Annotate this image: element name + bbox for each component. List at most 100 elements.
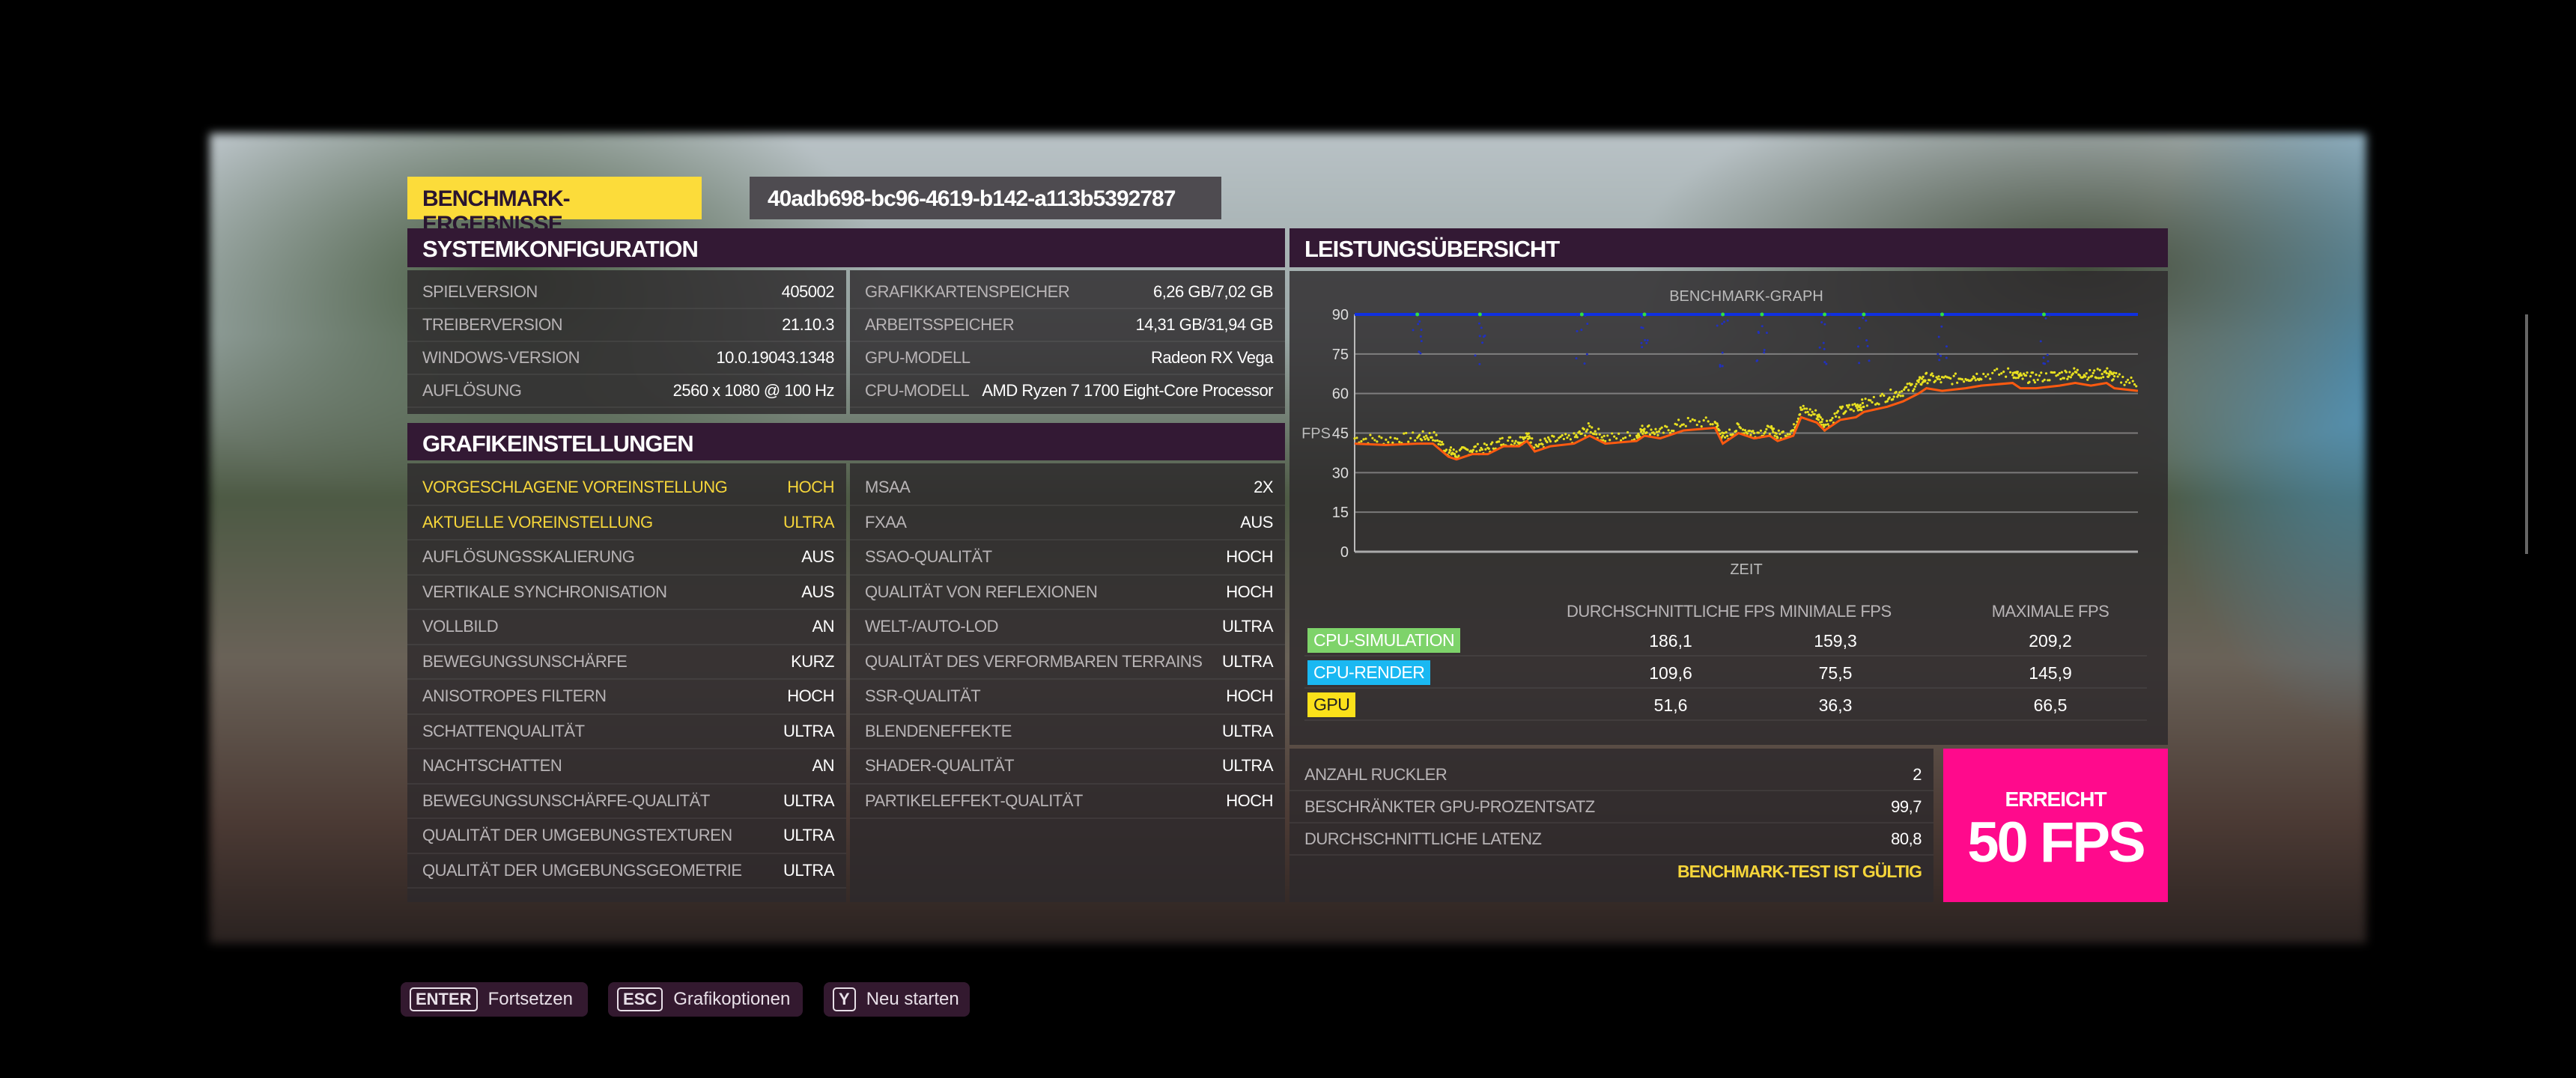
- gpu-sample-point: [1675, 423, 1678, 426]
- gpu-sample-point: [1792, 423, 1796, 426]
- gpu-sample-point: [1799, 406, 1802, 409]
- gpu-sample-point: [2075, 371, 2078, 374]
- setting-label: FXAA: [865, 512, 907, 532]
- gpu-sample-point: [1939, 381, 1942, 384]
- gpu-sample-point: [1765, 427, 1768, 430]
- gpu-sample-point: [2056, 374, 2059, 377]
- gpu-sample-point: [1823, 425, 1826, 428]
- gpu-sample-point: [1471, 451, 1474, 454]
- gpu-sample-point: [1757, 431, 1761, 434]
- setting-row: BEWEGUNGSUNSCHÄRFE KURZ: [407, 645, 846, 680]
- setting-label: WELT-/AUTO-LOD: [865, 617, 998, 636]
- gpu-sample-point: [1987, 373, 1990, 376]
- setting-value: 2560 x 1080 @ 100 Hz: [672, 381, 835, 400]
- gpu-sample-point: [1588, 424, 1591, 427]
- setting-label: QUALITÄT DES VERFORMBAREN TERRAINS: [865, 651, 1203, 671]
- cpu-sample-point: [1716, 324, 1719, 327]
- cpu-sample-point: [2046, 353, 2049, 356]
- gpu-sample-point: [2026, 371, 2029, 374]
- setting-label: VOLLBILD: [422, 617, 499, 636]
- setting-label: PARTIKELEFFEKT-QUALITÄT: [865, 791, 1083, 810]
- benchmark-id: 40adb698-bc96-4619-b142-a113b5392787: [750, 177, 1221, 219]
- gpu-sample-point: [1396, 437, 1399, 440]
- gpu-sample-point: [1722, 434, 1725, 437]
- gpu-sample-point: [2095, 377, 2098, 380]
- cpu-sample-point: [1823, 361, 1826, 364]
- setting-row: TREIBERVERSION 21.10.3: [407, 309, 846, 342]
- gpu-sample-point: [1426, 436, 1429, 439]
- stat-value-avg: 51,6: [1653, 695, 1688, 715]
- cpu-sample-point: [1576, 314, 1579, 317]
- setting-row: AKTUELLE VOREINSTELLUNG ULTRA: [407, 506, 846, 540]
- system-config-header: SYSTEMKONFIGURATION: [407, 228, 1285, 267]
- gpu-sample-point: [2069, 376, 2072, 379]
- gpu-sample-point: [2098, 368, 2101, 372]
- footer-button-esc[interactable]: ESC Grafikoptionen: [608, 982, 803, 1017]
- gpu-sample-point: [1659, 427, 1662, 430]
- gpu-sample-point: [2036, 378, 2039, 381]
- gpu-sample-point: [1820, 420, 1823, 424]
- cpu-sample-point: [1576, 329, 1579, 332]
- gpu-sample-point: [2044, 372, 2048, 375]
- cpu-sample-point: [1640, 341, 1643, 344]
- gpu-sample-point: [1951, 383, 1954, 386]
- gpu-sample-point: [1498, 437, 1501, 440]
- setting-value: ULTRA: [783, 721, 835, 740]
- stat-column-header: DURCHSCHNITTLICHE FPS: [1567, 602, 1775, 621]
- gpu-sample-point: [1613, 435, 1616, 438]
- gpu-sample-point: [1360, 439, 1363, 443]
- setting-label: GPU-MODELL: [865, 348, 970, 367]
- setting-value: ULTRA: [1222, 756, 1274, 776]
- system-config-left: SPIELVERSION 405002 TREIBERVERSION 21.10.3 W…: [407, 270, 846, 414]
- cpu-sample-point: [1757, 330, 1760, 333]
- gpu-sample-point: [1641, 424, 1644, 427]
- gpu-sample-point: [1845, 404, 1849, 407]
- gpu-sample-point: [1394, 436, 1397, 440]
- footer-button-label: Fortsetzen: [487, 989, 573, 1009]
- setting-row: VORGESCHLAGENE VOREINSTELLUNG HOCH: [407, 471, 846, 506]
- cpu-sample-point: [1763, 351, 1766, 354]
- setting-row: QUALITÄT DER UMGEBUNGSTEXTUREN ULTRA: [407, 819, 846, 854]
- setting-label: ANISOTROPES FILTERN: [422, 686, 607, 706]
- cpu-sample-point: [2048, 314, 2051, 317]
- gpu-sample-point: [1418, 433, 1421, 436]
- setting-row: QUALITÄT DES VERFORMBAREN TERRAINS ULTRA: [850, 645, 1285, 680]
- gpu-sample-point: [2067, 375, 2070, 378]
- gpu-sample-point: [1573, 432, 1576, 435]
- cpu-sample-point: [1721, 365, 1724, 368]
- gpu-sample-point: [1971, 377, 1974, 380]
- gpu-sample-point: [1734, 430, 1738, 433]
- setting-row: SSAO-QUALITÄT HOCH: [850, 540, 1285, 576]
- gpu-sample-point: [1746, 432, 1749, 435]
- gpu-sample-point: [1821, 418, 1824, 421]
- gpu-sample-point: [1686, 416, 1689, 420]
- gpu-sample-point: [2104, 370, 2107, 373]
- setting-label: SPIELVERSION: [422, 282, 538, 301]
- setting-value: 2X: [1254, 478, 1273, 497]
- gpu-sample-point: [1865, 404, 1868, 407]
- setting-label: AUFLÖSUNGSSKALIERUNG: [422, 547, 635, 567]
- gpu-sample-point: [2115, 371, 2118, 375]
- gpu-sample-point: [1781, 430, 1784, 433]
- gpu-sample-point: [1889, 389, 1892, 392]
- setting-value: ULTRA: [783, 826, 835, 845]
- cpu-sample-point: [1825, 362, 1828, 365]
- scrollbar[interactable]: [2525, 314, 2528, 554]
- footer-button-y[interactable]: Y Neu starten: [824, 982, 970, 1017]
- gpu-sample-point: [1702, 418, 1705, 422]
- gpu-sample-point: [1587, 421, 1590, 425]
- footer-button-enter[interactable]: ENTER Fortsetzen: [401, 982, 588, 1017]
- cpu-sample-point: [1938, 359, 1941, 362]
- cpu-sample-point: [1583, 362, 1586, 365]
- gpu-sample-point: [1861, 398, 1864, 401]
- cpu-sample-point: [1419, 352, 1422, 355]
- cpu-sample-point: [1480, 326, 1483, 329]
- gpu-sample-point: [1805, 407, 1808, 410]
- gpu-sample-point: [2126, 378, 2130, 382]
- gpu-sample-point: [1645, 431, 1648, 434]
- gpu-sample-point: [2040, 371, 2043, 374]
- gpu-sample-point: [2065, 371, 2068, 374]
- gpu-sample-point: [1409, 436, 1412, 439]
- gpu-sample-point: [1436, 439, 1439, 442]
- cpu-marker: [1477, 312, 1482, 317]
